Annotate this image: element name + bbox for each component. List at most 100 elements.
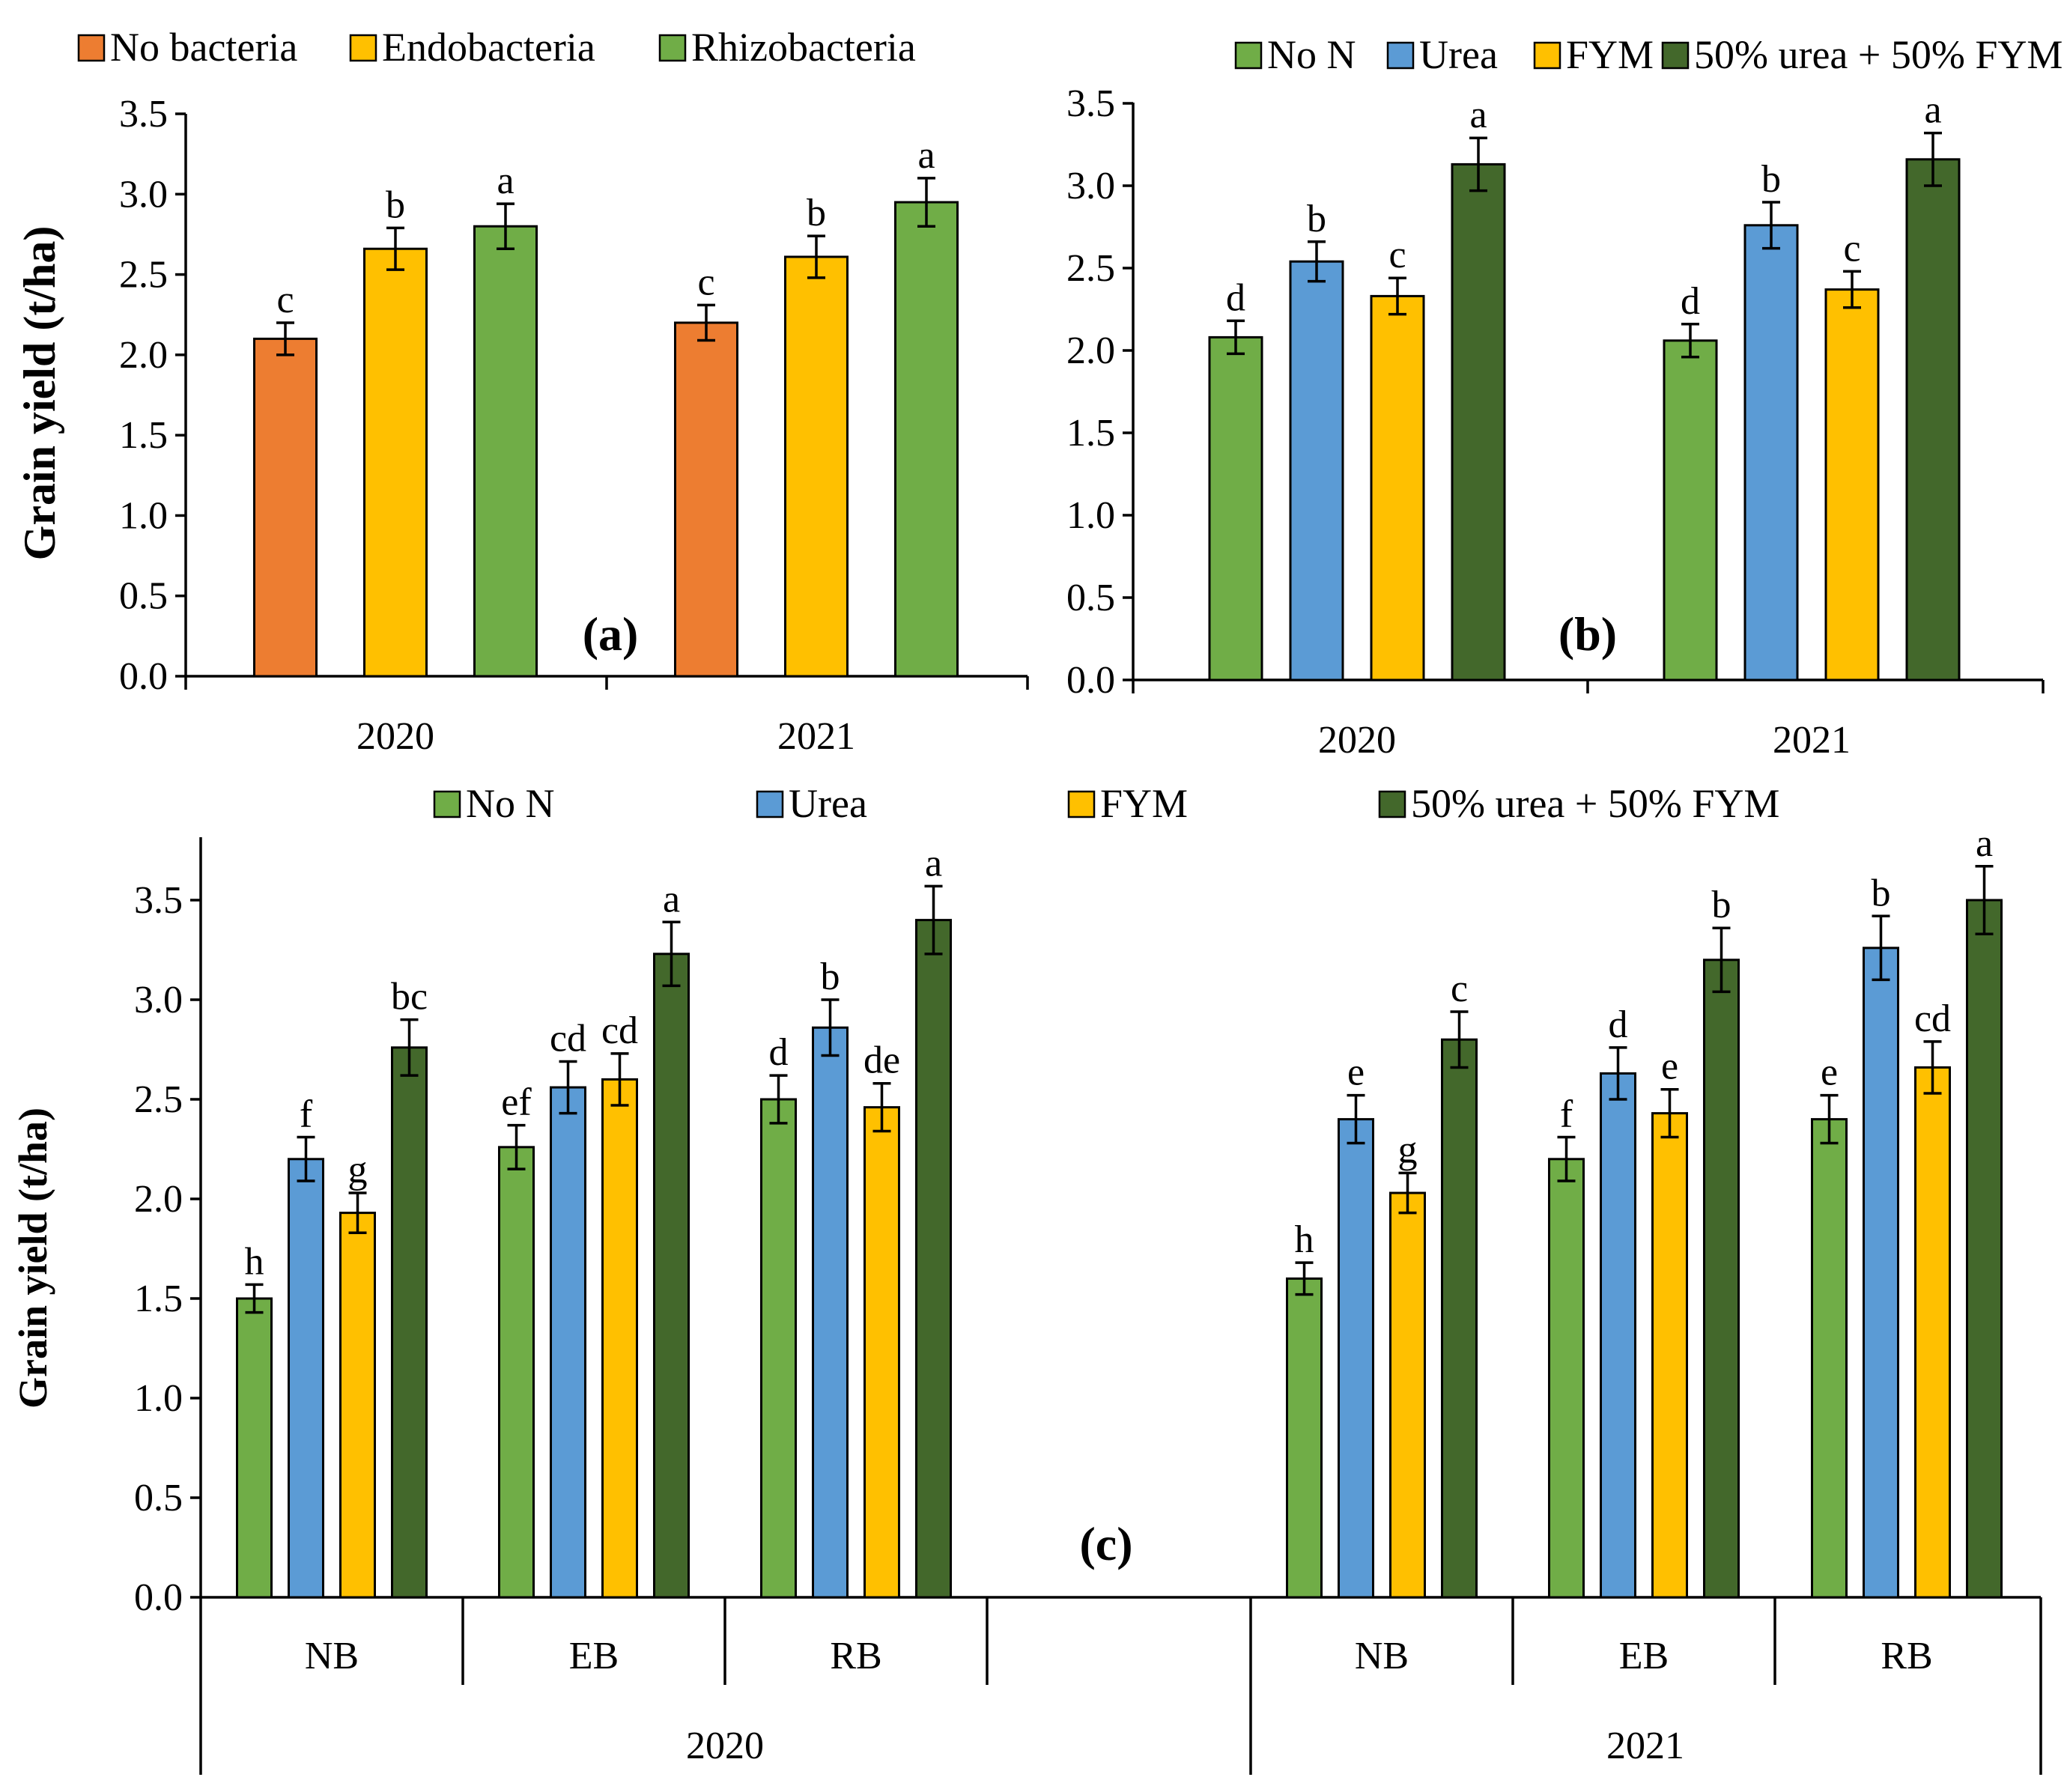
y-tick-label: 3.0 — [1066, 165, 1115, 207]
legend-swatch — [658, 34, 687, 62]
bar-urea — [812, 1026, 849, 1599]
legend-label: Endobacteria — [382, 25, 595, 70]
bar-50-urea-50-fym — [1905, 158, 1961, 681]
significance-letter: ef — [501, 1081, 532, 1124]
bar-rhizobacteria — [473, 225, 538, 678]
legend-label: 50% urea + 50% FYM — [1411, 781, 1779, 826]
significance-letter: a — [917, 134, 935, 177]
significance-letter: cd — [550, 1017, 586, 1060]
significance-letter: a — [925, 842, 942, 884]
significance-letter: h — [245, 1240, 264, 1283]
y-tick-label: 3.5 — [1066, 82, 1115, 125]
y-tick-label: 2.5 — [1066, 247, 1115, 290]
bar-urea — [1600, 1072, 1636, 1599]
bar-no-bacteria — [674, 321, 738, 678]
bar-no-n — [1663, 339, 1718, 681]
bar-urea — [1743, 224, 1799, 681]
y-tick-label: 0.5 — [1066, 577, 1115, 619]
significance-letter: d — [769, 1031, 789, 1074]
bar-rhizobacteria — [894, 201, 959, 678]
significance-letter: a — [1976, 822, 1993, 865]
significance-letter: cd — [601, 1009, 638, 1052]
bar-50-urea-50-fym — [1703, 959, 1740, 1599]
legend-swatch — [349, 34, 377, 62]
bar-50-urea-50-fym — [1966, 899, 2003, 1599]
legend-label: No bacteria — [110, 25, 297, 70]
significance-letter: c — [276, 279, 294, 321]
significance-letter: d — [1226, 276, 1245, 319]
legend-label: 50% urea + 50% FYM — [1694, 32, 2063, 77]
y-tick-label: 3.0 — [134, 979, 183, 1021]
significance-letter: a — [1924, 89, 1941, 132]
y-tick-label: 3.5 — [119, 93, 168, 136]
bar-fym — [601, 1078, 638, 1599]
legend-label: Urea — [789, 781, 867, 826]
significance-letter: d — [1681, 280, 1700, 323]
significance-letter: a — [663, 878, 680, 920]
x-group-label: 2021 — [1606, 1725, 1684, 1767]
legend-swatch — [1234, 41, 1263, 70]
panel-b-chart: 0.0 0.5 1.0 1.5 2.0 2.5 3.0 3.5 d b c a d b c a (b) No N U… — [1066, 32, 2063, 762]
x-category-label: 2021 — [1773, 719, 1851, 762]
legend-swatch — [77, 34, 106, 62]
significance-letter: e — [1821, 1051, 1838, 1094]
y-tick-label: 0.0 — [119, 655, 168, 698]
significance-letter: g — [1398, 1129, 1418, 1171]
x-category-label: 2020 — [1318, 719, 1396, 762]
legend-swatch — [1533, 41, 1561, 70]
significance-letter: cd — [1914, 997, 1951, 1040]
significance-letter: b — [1761, 158, 1781, 201]
bar-fym — [863, 1106, 900, 1599]
significance-letter: c — [1388, 234, 1406, 276]
bar-no-bacteria — [253, 337, 318, 678]
panel-label: (b) — [1558, 607, 1617, 660]
legend-label: Rhizobacteria — [691, 25, 916, 70]
bar-urea — [288, 1158, 324, 1599]
y-tick-label: 0.0 — [1066, 659, 1115, 702]
bar-urea — [1289, 260, 1344, 681]
bar-50-urea-50-fym — [653, 953, 690, 1599]
bar-fym — [339, 1212, 376, 1599]
x-group-label: 2020 — [686, 1725, 764, 1767]
legend-label: FYM — [1566, 32, 1654, 77]
y-tick-label: 1.5 — [119, 414, 168, 457]
legend-label: FYM — [1100, 781, 1188, 826]
y-axis-label: Grain yield (t/ha) — [10, 1108, 55, 1409]
y-tick-label: 0.5 — [134, 1477, 183, 1519]
bar-endobacteria — [363, 247, 428, 678]
bar-fym — [1914, 1066, 1951, 1599]
significance-letter: b — [1307, 198, 1326, 240]
legend-swatch — [1386, 41, 1415, 70]
bar-fym — [1824, 288, 1880, 681]
bar-urea — [1338, 1118, 1374, 1599]
bar-no-n — [1208, 335, 1263, 681]
y-tick-label: 3.0 — [119, 173, 168, 216]
significance-letter: a — [497, 160, 514, 202]
significance-letter: bc — [391, 976, 428, 1018]
bar-endobacteria — [784, 255, 849, 678]
y-tick-label: 1.0 — [119, 494, 168, 537]
bar-urea — [550, 1086, 586, 1599]
y-tick-label: 1.0 — [134, 1377, 183, 1420]
y-tick-label: 3.5 — [134, 879, 183, 922]
legend-swatch — [1661, 41, 1690, 70]
significance-letter: c — [697, 261, 714, 303]
bar-urea — [1863, 947, 1899, 1599]
y-tick-label: 2.5 — [119, 254, 168, 297]
x-category-label: 2021 — [777, 715, 855, 758]
significance-letter: b — [807, 192, 826, 234]
x-category-label: NB — [305, 1635, 359, 1677]
significance-letter: g — [348, 1149, 368, 1191]
significance-letter: b — [386, 183, 405, 226]
significance-letter: c — [1451, 968, 1468, 1010]
significance-letter: b — [1872, 872, 1891, 914]
y-tick-label: 2.0 — [134, 1178, 183, 1221]
legend-label: No N — [466, 781, 555, 826]
bar-no-n — [498, 1146, 535, 1599]
significance-letter: c — [1843, 227, 1860, 270]
significance-letter: e — [1347, 1051, 1365, 1094]
legend-swatch — [1067, 790, 1096, 818]
bar-fym — [1389, 1191, 1426, 1599]
x-category-label: NB — [1355, 1635, 1409, 1677]
